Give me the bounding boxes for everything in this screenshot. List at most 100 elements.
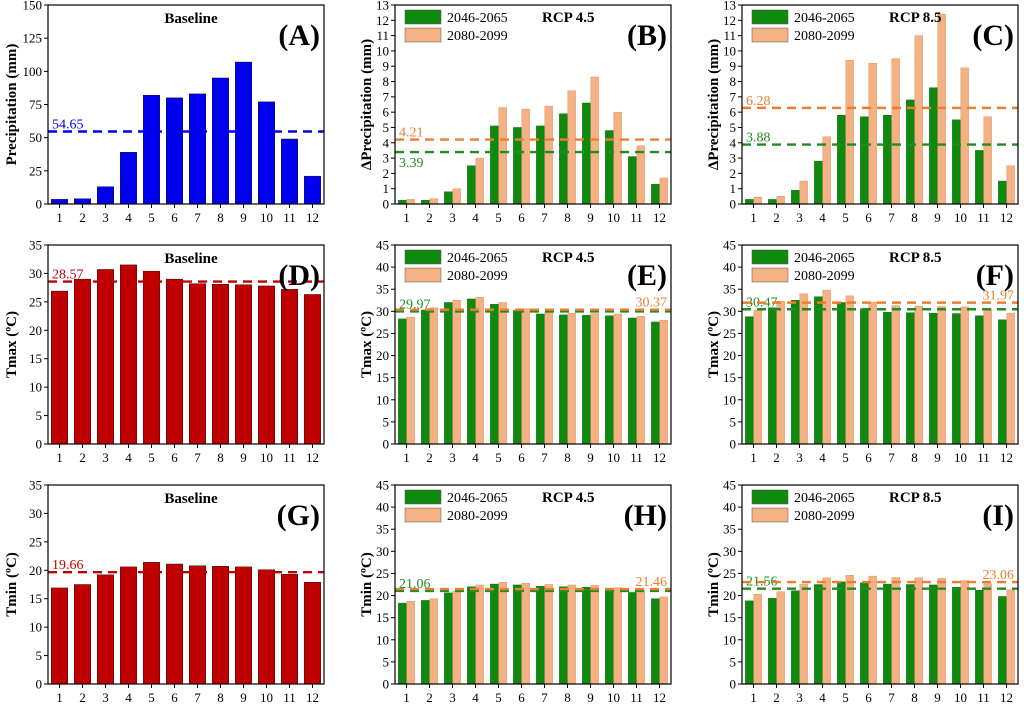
x-tick-label: 3 [102, 690, 109, 705]
mean-label-h-1: 21.06 [399, 577, 431, 592]
y-tick-label: 45 [376, 478, 389, 493]
x-tick-label: 3 [102, 450, 109, 465]
y-tick-label: 25 [29, 534, 42, 549]
bar-e-s1-8 [559, 314, 568, 445]
mean-label-d-1: 28.57 [52, 268, 84, 283]
bar-e-s2-8 [567, 312, 576, 445]
y-tick-label: 0 [383, 677, 390, 692]
bar-h-s2-11 [636, 590, 645, 685]
bar-i-s2-3 [799, 583, 808, 685]
y-tick-label: 40 [376, 500, 389, 515]
mean-label-a-1: 54.65 [52, 117, 84, 132]
y-tick-label: 11 [376, 28, 389, 43]
legend-swatch-1 [404, 249, 442, 265]
x-tick-label: 9 [587, 690, 594, 705]
x-tick-label: 6 [865, 210, 872, 225]
legend-swatch-1 [751, 249, 789, 265]
bar-e-s1-10 [605, 315, 614, 445]
y-tick-label: 35 [29, 238, 42, 253]
bar-i-s2-7 [891, 577, 900, 685]
x-tick-label: 12 [653, 210, 666, 225]
y-tick-label: 45 [723, 478, 736, 493]
panel-title-d: Baseline [164, 251, 218, 267]
panel-title-h: RCP 4.5 [542, 490, 595, 506]
y-tick-label: 0 [36, 197, 43, 212]
bar-d-4 [120, 264, 137, 445]
legend-swatch-2 [404, 507, 442, 523]
panel-label-i: (I) [982, 499, 1014, 532]
bar-c-s2-12 [1006, 165, 1015, 205]
bar-b-s1-8 [559, 113, 568, 205]
bar-i-s1-9 [929, 584, 938, 685]
bar-f-s1-4 [814, 296, 823, 445]
legend-label-2: 2080-2099 [794, 509, 855, 524]
y-tick-label: 0 [383, 197, 390, 212]
x-tick-label: 11 [630, 690, 643, 705]
mean-label-g-1: 19.66 [52, 558, 84, 573]
panel-label-e: (E) [627, 259, 667, 292]
legend-f: 2046-2065 2080-2099 RCP 8.5 [751, 249, 942, 284]
x-tick-label: 11 [283, 690, 296, 705]
x-tick-label: 11 [977, 690, 990, 705]
x-tick-label: 5 [495, 210, 502, 225]
bar-f-s1-11 [975, 315, 984, 445]
panel-label-h: (H) [624, 499, 667, 532]
y-tick-label: 25 [376, 566, 389, 581]
y-tick-label: 75 [29, 97, 42, 112]
bar-b-s2-3 [452, 188, 461, 205]
legend-swatch-2 [404, 27, 442, 43]
x-tick-label: 12 [1000, 450, 1013, 465]
y-tick-label: 45 [723, 238, 736, 253]
bar-i-s2-10 [960, 580, 969, 685]
mean-label-e-2: 30.37 [636, 296, 668, 311]
bar-e-s1-2 [421, 309, 430, 445]
y-tick-label: 10 [723, 632, 736, 647]
x-tick-label: 11 [977, 210, 990, 225]
y-tick-label: 8 [730, 74, 737, 89]
bar-i-s2-12 [1006, 589, 1015, 685]
x-tick-label: 10 [607, 210, 620, 225]
x-tick-label: 3 [449, 210, 456, 225]
bar-e-s1-6 [513, 310, 522, 445]
bar-e-s2-3 [452, 300, 461, 445]
legend-swatch-1 [404, 9, 442, 25]
bar-h-s1-3 [444, 592, 453, 685]
y-tick-label: 25 [376, 326, 389, 341]
bar-h-s2-7 [544, 584, 553, 685]
bar-h-s2-1 [406, 601, 415, 685]
bar-h-s2-9 [590, 585, 599, 685]
y-tick-label: 20 [723, 348, 736, 363]
bar-a-7 [189, 93, 206, 205]
x-tick-label: 7 [194, 690, 201, 705]
x-tick-label: 6 [865, 690, 872, 705]
bar-c-s2-8 [914, 35, 923, 205]
plot-frame-c [741, 4, 1019, 205]
bar-f-s1-12 [998, 319, 1007, 445]
x-tick-label: 1 [403, 210, 410, 225]
x-tick-label: 6 [171, 210, 178, 225]
bar-e-s1-4 [467, 298, 476, 445]
bar-g-10 [258, 569, 275, 685]
x-tick-label: 2 [79, 690, 86, 705]
y-tick-label: 30 [29, 266, 42, 281]
bar-b-s1-7 [536, 125, 545, 205]
legend-swatch-1 [751, 9, 789, 25]
bar-h-s1-7 [536, 586, 545, 685]
bar-a-4 [120, 152, 137, 205]
bar-b-s2-1 [406, 199, 415, 205]
y-tick-label: 15 [376, 370, 389, 385]
x-tick-label: 5 [148, 450, 155, 465]
x-tick-label: 8 [911, 210, 918, 225]
y-tick-label: 30 [723, 304, 736, 319]
y-tick-label: 10 [29, 620, 42, 635]
bar-h-s2-5 [498, 582, 507, 685]
x-tick-label: 7 [541, 210, 548, 225]
bar-b-s1-9 [582, 102, 591, 205]
panel-label-g: (G) [277, 499, 320, 532]
bar-e-s1-5 [490, 304, 499, 445]
bar-b-s1-5 [490, 125, 499, 205]
legend-swatch-2 [751, 27, 789, 43]
